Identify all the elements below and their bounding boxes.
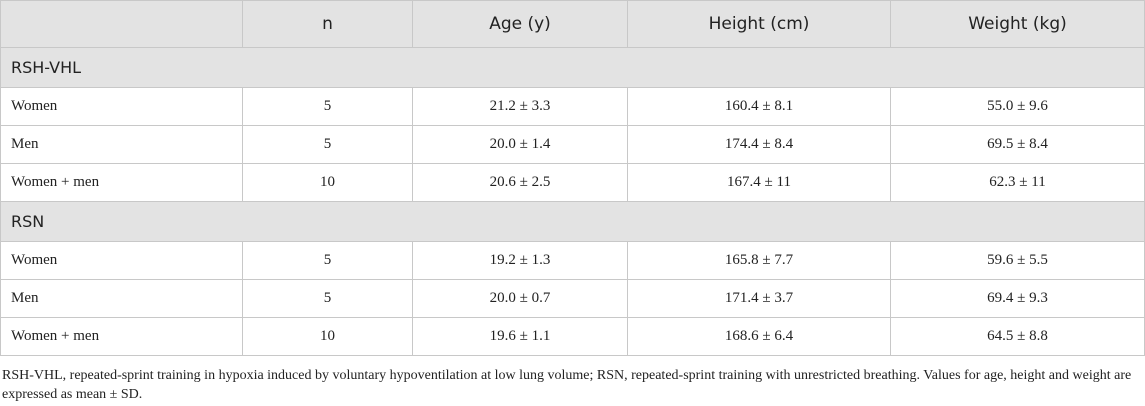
cell-height: 160.4 ± 8.1: [627, 87, 891, 126]
header-cell-group: [0, 0, 243, 48]
header-cell-height: Height (cm): [627, 0, 891, 48]
row-label: Women + men: [0, 163, 243, 202]
cell-n: 5: [242, 125, 413, 164]
cell-n: 5: [242, 279, 413, 318]
table-row: Women + men 10 19.6 ± 1.1 168.6 ± 6.4 64…: [0, 317, 1145, 356]
table-row: Men 5 20.0 ± 0.7 171.4 ± 3.7 69.4 ± 9.3: [0, 279, 1145, 318]
cell-height: 167.4 ± 11: [627, 163, 891, 202]
row-label: Men: [0, 279, 243, 318]
cell-height: 168.6 ± 6.4: [627, 317, 891, 356]
cell-n: 10: [242, 317, 413, 356]
cell-age: 21.2 ± 3.3: [412, 87, 628, 126]
table-row: Men 5 20.0 ± 1.4 174.4 ± 8.4 69.5 ± 8.4: [0, 125, 1145, 164]
cell-age: 20.6 ± 2.5: [412, 163, 628, 202]
cell-n: 5: [242, 87, 413, 126]
row-label: Women + men: [0, 317, 243, 356]
cell-height: 171.4 ± 3.7: [627, 279, 891, 318]
cell-weight: 64.5 ± 8.8: [890, 317, 1145, 356]
group-row-rsh-vhl: RSH-VHL: [0, 47, 1145, 88]
cell-age: 19.6 ± 1.1: [412, 317, 628, 356]
group-label: RSN: [0, 201, 1145, 242]
cell-weight: 69.5 ± 8.4: [890, 125, 1145, 164]
row-label: Women: [0, 87, 243, 126]
cell-n: 5: [242, 241, 413, 280]
header-cell-n: n: [242, 0, 413, 48]
data-table: n Age (y) Height (cm) Weight (kg) RSH-VH…: [0, 0, 1145, 356]
cell-weight: 55.0 ± 9.6: [890, 87, 1145, 126]
row-label: Men: [0, 125, 243, 164]
cell-weight: 62.3 ± 11: [890, 163, 1145, 202]
group-label: RSH-VHL: [0, 47, 1145, 88]
row-label: Women: [0, 241, 243, 280]
table-footnote: RSH-VHL, repeated-sprint training in hyp…: [2, 368, 1132, 402]
header-row: n Age (y) Height (cm) Weight (kg): [0, 0, 1145, 48]
cell-weight: 69.4 ± 9.3: [890, 279, 1145, 318]
cell-age: 20.0 ± 0.7: [412, 279, 628, 318]
header-cell-weight: Weight (kg): [890, 0, 1145, 48]
cell-n: 10: [242, 163, 413, 202]
cell-weight: 59.6 ± 5.5: [890, 241, 1145, 280]
table-row: Women 5 19.2 ± 1.3 165.8 ± 7.7 59.6 ± 5.…: [0, 241, 1145, 280]
table-row: Women 5 21.2 ± 3.3 160.4 ± 8.1 55.0 ± 9.…: [0, 87, 1145, 126]
cell-age: 19.2 ± 1.3: [412, 241, 628, 280]
header-cell-age: Age (y): [412, 0, 628, 48]
cell-age: 20.0 ± 1.4: [412, 125, 628, 164]
group-row-rsn: RSN: [0, 201, 1145, 242]
table-row: Women + men 10 20.6 ± 2.5 167.4 ± 11 62.…: [0, 163, 1145, 202]
cell-height: 165.8 ± 7.7: [627, 241, 891, 280]
cell-height: 174.4 ± 8.4: [627, 125, 891, 164]
